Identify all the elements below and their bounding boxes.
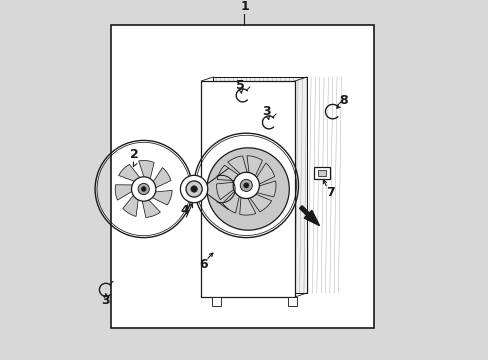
- Bar: [313, 167, 329, 179]
- Circle shape: [244, 183, 248, 188]
- Circle shape: [206, 148, 289, 230]
- Polygon shape: [115, 185, 135, 200]
- Circle shape: [240, 179, 252, 192]
- Text: 3: 3: [102, 294, 110, 307]
- Polygon shape: [149, 190, 172, 205]
- Text: 8: 8: [339, 94, 347, 107]
- Circle shape: [131, 177, 156, 201]
- Polygon shape: [239, 194, 255, 215]
- Text: 4: 4: [181, 204, 189, 217]
- Polygon shape: [122, 193, 139, 216]
- Polygon shape: [253, 181, 275, 197]
- Text: 1: 1: [240, 0, 248, 13]
- Text: 7: 7: [325, 186, 334, 199]
- Bar: [213, 77, 306, 293]
- Polygon shape: [222, 189, 240, 213]
- Text: 5: 5: [235, 79, 244, 92]
- Circle shape: [141, 186, 146, 192]
- Bar: [287, 297, 296, 306]
- Circle shape: [138, 183, 149, 195]
- Polygon shape: [227, 156, 247, 176]
- Circle shape: [185, 181, 202, 197]
- Circle shape: [190, 186, 197, 192]
- Polygon shape: [246, 156, 262, 179]
- Polygon shape: [254, 163, 274, 185]
- Polygon shape: [247, 193, 271, 212]
- Bar: [317, 170, 325, 176]
- Bar: [201, 81, 294, 297]
- Polygon shape: [119, 164, 142, 182]
- Bar: [111, 25, 373, 328]
- FancyArrow shape: [299, 206, 319, 226]
- Bar: [212, 297, 221, 306]
- Circle shape: [233, 172, 259, 198]
- Text: 3: 3: [262, 105, 270, 118]
- Polygon shape: [217, 165, 241, 181]
- Polygon shape: [139, 161, 154, 182]
- Text: 6: 6: [199, 258, 207, 271]
- Polygon shape: [216, 182, 236, 200]
- Circle shape: [180, 175, 207, 203]
- Text: 2: 2: [130, 148, 139, 161]
- Polygon shape: [142, 198, 160, 217]
- Polygon shape: [151, 167, 171, 189]
